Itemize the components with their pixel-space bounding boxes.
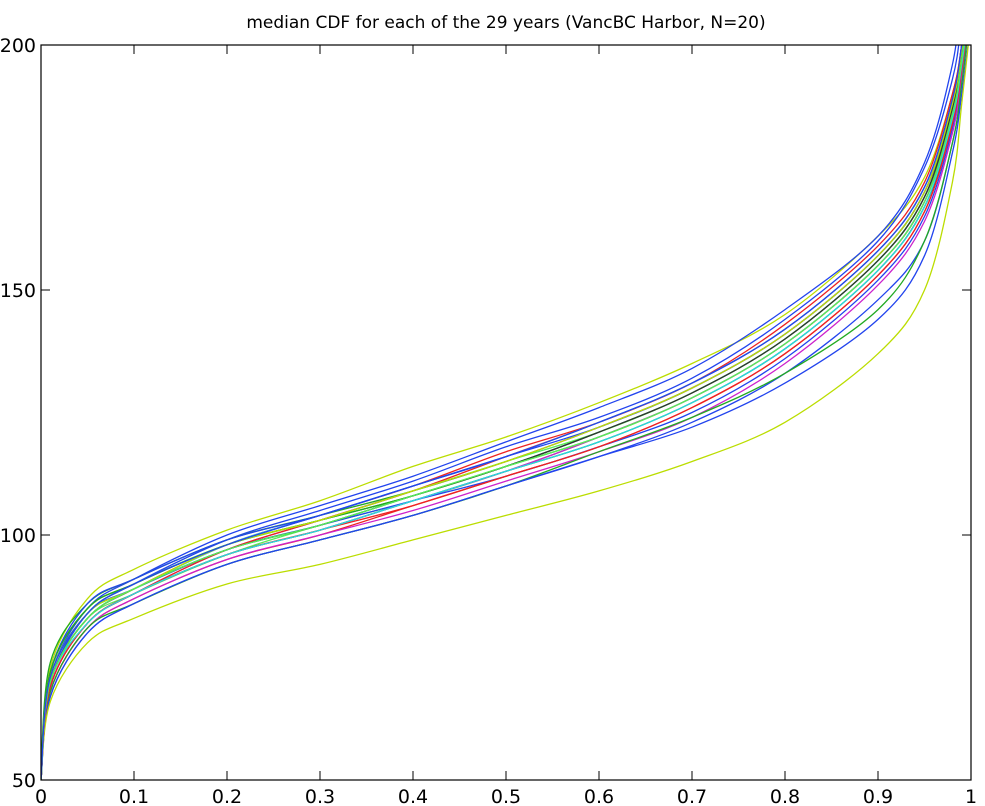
series-line-15 [41, 45, 968, 780]
x-tick-label: 0.6 [584, 786, 614, 806]
y-tick-label: 100 [0, 525, 36, 547]
x-tick-label: 0 [35, 786, 47, 806]
y-tick-label: 200 [0, 35, 36, 57]
y-tick-label: 50 [12, 770, 36, 792]
series-line-16 [41, 45, 969, 780]
x-tick-label: 0.8 [770, 786, 800, 806]
series-line-1 [41, 45, 963, 771]
series-line-28 [41, 45, 965, 780]
x-tick-label: 0.7 [677, 786, 707, 806]
x-tick-label: 0.2 [212, 786, 242, 806]
series-layer [41, 45, 969, 780]
y-tick-label: 150 [0, 280, 36, 302]
series-line-26 [41, 45, 966, 780]
x-tick-label: 1 [965, 786, 977, 806]
series-line-17 [41, 45, 969, 780]
series-line-27 [41, 45, 964, 780]
series-line-29 [41, 45, 963, 780]
x-tick-label: 0.5 [491, 786, 521, 806]
x-tick-label: 0.4 [398, 786, 428, 806]
x-tick-label: 0.9 [863, 786, 893, 806]
series-line-2 [41, 45, 957, 780]
chart-title: median CDF for each of the 29 years (Van… [246, 13, 765, 33]
x-tick-label: 0.3 [305, 786, 335, 806]
x-tick-label: 0.1 [119, 786, 149, 806]
series-line-13 [41, 45, 967, 780]
